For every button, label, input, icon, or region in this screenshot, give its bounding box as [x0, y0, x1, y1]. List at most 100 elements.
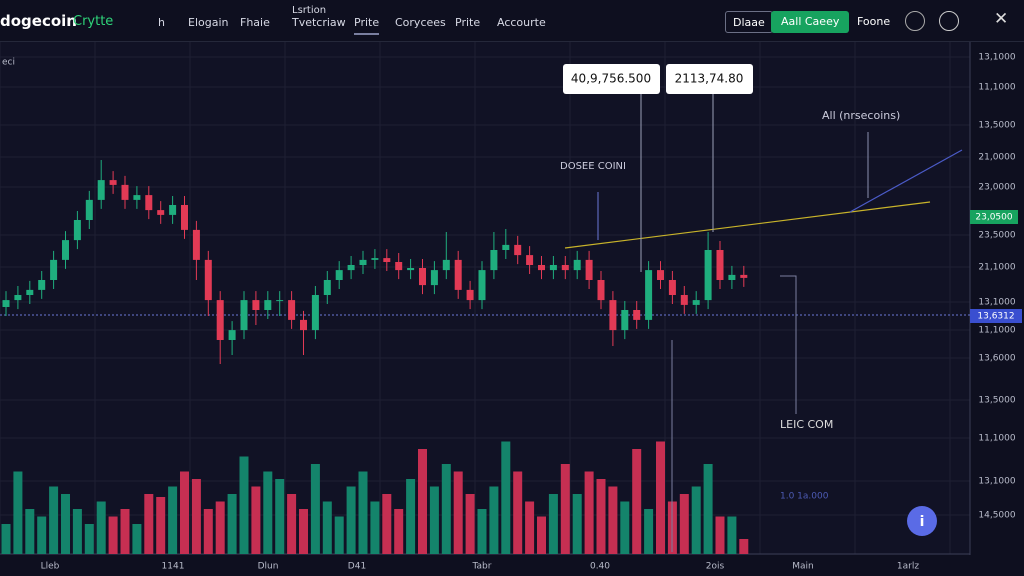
candle-body	[85, 199, 93, 220]
price-axis-label: 13,1000	[978, 477, 1015, 487]
candle-body	[549, 265, 557, 271]
volume-bar	[191, 479, 201, 554]
price-axis-label: 23,0000	[978, 183, 1015, 193]
time-axis-label: 1arlz	[897, 562, 919, 572]
button[interactable]: Foone	[857, 15, 891, 28]
candle-body	[311, 295, 319, 331]
volume-bar	[441, 464, 451, 554]
price-tag-label: 23,0500	[975, 213, 1012, 223]
icon-button[interactable]	[905, 11, 925, 31]
volume-bar	[156, 497, 166, 554]
volume-bar	[72, 509, 82, 554]
callout: 2113,74.80	[675, 72, 744, 86]
price-axis-label: 13,5000	[978, 121, 1015, 131]
candle-body	[419, 268, 426, 286]
volume-bar	[96, 501, 106, 554]
volume-bar	[239, 456, 249, 554]
nav-link[interactable]: Corycees	[395, 16, 446, 29]
candle-body	[454, 259, 462, 290]
price-axis-label: 13,5000	[978, 396, 1015, 406]
nav-link[interactable]: Fhaie	[240, 16, 270, 29]
volume-bar	[13, 471, 23, 554]
volume-bar	[489, 486, 499, 554]
info-fab[interactable]	[907, 506, 937, 536]
volume-bar	[525, 501, 535, 554]
candle-body	[97, 180, 105, 200]
candle-body	[204, 259, 212, 301]
volume-bar	[477, 509, 487, 554]
brand[interactable]: Crytte	[73, 14, 114, 29]
nav-caption: Lsrtion	[292, 5, 327, 16]
candle-body	[264, 300, 272, 310]
candle-body	[728, 274, 736, 280]
nav-link[interactable]: Prite	[455, 16, 481, 29]
callout: 40,9,756.500	[571, 72, 651, 86]
callout-box	[666, 64, 753, 94]
candle-body	[466, 289, 474, 301]
annotation: DOSEE COINI	[560, 161, 626, 172]
candle-body	[157, 210, 165, 215]
candle-body	[216, 300, 224, 340]
time-axis-label: Dlun	[258, 562, 279, 572]
nav-link[interactable]: Tvetcriaw	[292, 16, 346, 29]
volume-bar	[596, 479, 606, 554]
candle-body	[192, 229, 200, 260]
volume-bar	[251, 486, 261, 554]
time-axis-label: 2ois	[706, 562, 725, 572]
candle-body	[133, 195, 141, 200]
candle-body	[633, 310, 641, 320]
candle-body	[252, 300, 260, 310]
price-tag	[970, 309, 1022, 323]
volume-bar	[215, 501, 225, 554]
candle-body	[502, 244, 510, 250]
candle-body	[657, 270, 664, 280]
candle-body	[14, 295, 22, 301]
volume-bar	[513, 471, 523, 554]
button[interactable]: Aall Caeey	[771, 11, 850, 33]
nav-link[interactable]: Accourte	[497, 16, 546, 29]
price-axis-label: 21,0000	[978, 153, 1015, 163]
candle-body	[395, 262, 403, 271]
volume-bar	[608, 486, 618, 554]
annotation: 1.0 1a.000	[780, 492, 829, 502]
close-button[interactable]: ✕	[994, 9, 1009, 29]
info-fab-icon: i	[920, 514, 925, 530]
volume-bar	[727, 516, 737, 554]
info-button[interactable]	[939, 11, 959, 31]
volume-bar	[108, 516, 118, 554]
logo[interactable]: dogecoin	[0, 12, 77, 30]
trend-line	[849, 149, 963, 213]
candle-body	[407, 268, 415, 271]
candle-body	[240, 300, 248, 331]
header: dogecoin Crytte h Elogain Fhaie Lsrtion …	[0, 0, 1024, 42]
price-tag-label: 13,6312	[977, 312, 1014, 322]
nav-link-active[interactable]: Prite	[354, 16, 380, 35]
candle-body	[478, 270, 486, 301]
volume-bar	[715, 516, 725, 554]
candle-body	[383, 258, 391, 262]
time-axis-label: 1141	[162, 562, 185, 572]
volume-bar	[429, 486, 439, 554]
volume-bar	[537, 516, 546, 554]
candle-body	[276, 300, 284, 302]
candle-body	[645, 270, 653, 320]
price-axis-label: 14,5000	[978, 511, 1015, 521]
nav-link[interactable]: Elogain	[188, 16, 229, 29]
volume-bar	[37, 516, 47, 554]
nav-link[interactable]: h	[158, 16, 165, 29]
volume-bar	[310, 464, 320, 554]
volume-bar	[739, 539, 749, 554]
annotation: All (nrsecoins)	[822, 109, 900, 122]
button[interactable]: Dlaae	[725, 11, 773, 33]
callout-box	[563, 64, 660, 94]
corner-label: eci	[2, 58, 15, 68]
candle-body	[73, 220, 81, 241]
trend-line	[564, 201, 931, 249]
candle-body	[621, 310, 629, 331]
time-axis-label: D41	[348, 562, 366, 572]
candle-body	[609, 300, 617, 331]
volume-bar	[572, 494, 582, 554]
volume-bar	[584, 471, 594, 554]
price-axis-label: 11,1000	[978, 434, 1015, 444]
